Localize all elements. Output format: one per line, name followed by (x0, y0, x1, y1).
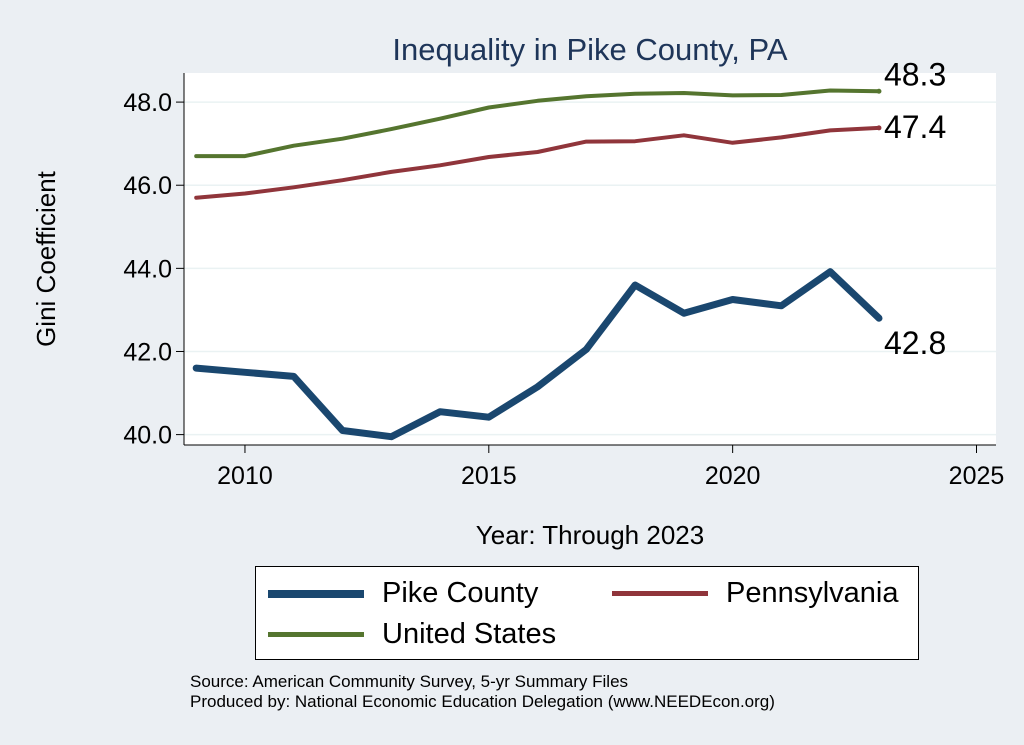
series-line-pennsylvania (194, 125, 881, 200)
x-axis-label: Year: Through 2023 (476, 520, 704, 550)
end-point-united-states (876, 88, 882, 94)
legend: Pike County Pennsylvania United States (255, 566, 919, 660)
plot-area (184, 73, 996, 445)
legend-item-pennsylvania: Pennsylvania (612, 577, 899, 610)
y-tick-label: 42.0 (123, 338, 172, 366)
legend-swatch-pennsylvania (612, 591, 708, 596)
x-tick-label: 2020 (705, 462, 761, 490)
y-tick-label: 48.0 (123, 89, 172, 117)
legend-item-pike-county: Pike County (268, 577, 538, 610)
end-label-pike-county: 42.8 (884, 325, 946, 361)
legend-label-pennsylvania: Pennsylvania (726, 577, 899, 609)
end-label-pennsylvania: 47.4 (884, 109, 946, 145)
legend-label-pike-county: Pike County (382, 577, 539, 609)
y-tick-label: 44.0 (123, 255, 172, 283)
end-point-pennsylvania (876, 125, 882, 131)
x-tick-label: 2025 (949, 462, 1005, 490)
legend-item-united-states: United States (268, 618, 556, 651)
chart-title: Inequality in Pike County, PA (392, 32, 787, 67)
end-label-united-states: 48.3 (884, 56, 946, 92)
series-line-united-states (194, 88, 881, 159)
y-tick-label: 40.0 (123, 422, 172, 450)
legend-swatch-pike-county (268, 589, 364, 598)
x-tick-label: 2010 (217, 462, 273, 490)
producer-line: Produced by: National Economic Education… (190, 692, 775, 711)
series-line-pike-county (192, 268, 883, 441)
x-tick-label: 2015 (461, 462, 517, 490)
legend-label-united-states: United States (382, 618, 557, 650)
source-note: Source: American Community Survey, 5-yr … (190, 672, 775, 712)
source-line: Source: American Community Survey, 5-yr … (190, 672, 629, 691)
end-point-pike-county (876, 315, 882, 321)
legend-swatch-united-states (268, 632, 364, 637)
y-axis-label: Gini Coefficient (31, 170, 61, 347)
y-tick-label: 46.0 (123, 172, 172, 200)
